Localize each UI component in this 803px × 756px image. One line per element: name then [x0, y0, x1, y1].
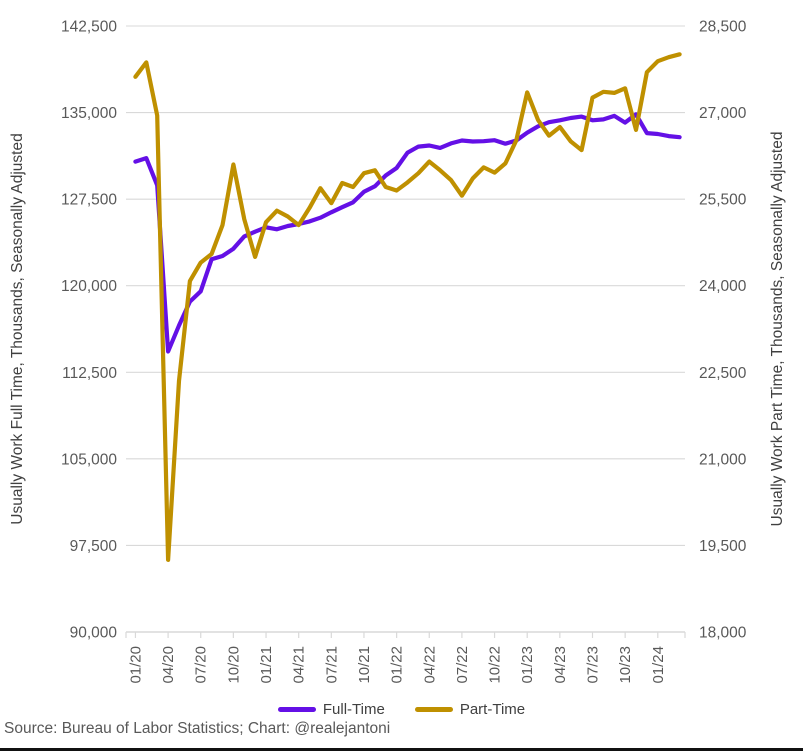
series-lines — [133, 52, 682, 563]
left-axis-tick-label: 127,500 — [61, 192, 117, 209]
x-axis-tick-label: 04/23 — [552, 646, 569, 684]
right-axis-tick-label: 22,500 — [699, 365, 747, 382]
bottom-border — [0, 748, 803, 751]
x-axis-tick-label: 10/22 — [487, 646, 504, 684]
right-axis-tick-label: 28,500 — [699, 19, 747, 36]
x-axis-tick-label: 07/20 — [193, 646, 210, 684]
right-axis-tick-label: 18,000 — [699, 625, 747, 642]
left-axis-tick-label: 142,500 — [61, 19, 117, 36]
legend-item-part-time[interactable]: Part-Time — [414, 701, 526, 718]
x-axis-tick-label: 10/21 — [356, 646, 373, 684]
right-axis-title: Usually Work Part Time, Thousands, Seaso… — [769, 132, 786, 527]
x-axis-tick-label: 10/23 — [617, 646, 634, 684]
left-axis-title: Usually Work Full Time, Thousands, Seaso… — [9, 133, 26, 524]
legend-label-full-time: Full-Time — [322, 701, 385, 718]
x-axis-tick-label: 04/22 — [421, 646, 438, 684]
axis-tick-labels: 90,000 97,500 105,000 112,500 120,000 127,500… — [61, 19, 747, 684]
left-axis-tick-label: 120,000 — [61, 278, 117, 295]
right-axis-tick-label: 21,000 — [699, 451, 747, 468]
x-axis-tick-label: 07/23 — [585, 646, 602, 684]
left-axis-tick-label: 135,000 — [61, 105, 117, 122]
line-part-time — [133, 52, 682, 563]
x-axis-tick-label: 07/21 — [323, 646, 340, 684]
right-axis-tick-label: 25,500 — [699, 192, 747, 209]
part-time-line-swatch-icon — [414, 707, 453, 712]
x-axis-tick-label: 07/22 — [454, 646, 471, 684]
left-axis-tick-label: 105,000 — [61, 451, 117, 468]
x-axis-tick-label: 10/20 — [225, 646, 242, 684]
line-full-time — [133, 112, 682, 354]
x-axis-tick-label: 01/22 — [389, 646, 406, 684]
x-axis-tick-label: 01/21 — [258, 646, 275, 684]
legend-item-full-time[interactable]: Full-Time — [277, 701, 385, 718]
right-axis-tick-label: 24,000 — [699, 278, 747, 295]
axis-ticks — [125, 632, 686, 638]
left-axis-tick-label: 112,500 — [62, 365, 117, 382]
x-axis-tick-label: 01/20 — [127, 646, 144, 684]
left-axis-tick-label: 97,500 — [70, 538, 118, 555]
x-axis-tick-label: 04/20 — [160, 646, 177, 684]
full-time-line-swatch-icon — [277, 707, 316, 712]
chart-legend: Full-Time Part-Time — [0, 701, 803, 718]
x-axis-tick-label: 01/24 — [650, 646, 667, 684]
source-attribution: Source: Bureau of Labor Statistics; Char… — [4, 720, 391, 737]
right-axis-tick-label: 27,000 — [699, 105, 747, 122]
right-axis-tick-label: 19,500 — [699, 538, 747, 555]
gridlines — [126, 25, 685, 633]
x-axis-tick-label: 01/23 — [519, 646, 536, 684]
left-axis-tick-label: 90,000 — [70, 625, 118, 642]
x-axis-tick-label: 04/21 — [291, 646, 308, 684]
legend-label-part-time: Part-Time — [459, 701, 526, 718]
